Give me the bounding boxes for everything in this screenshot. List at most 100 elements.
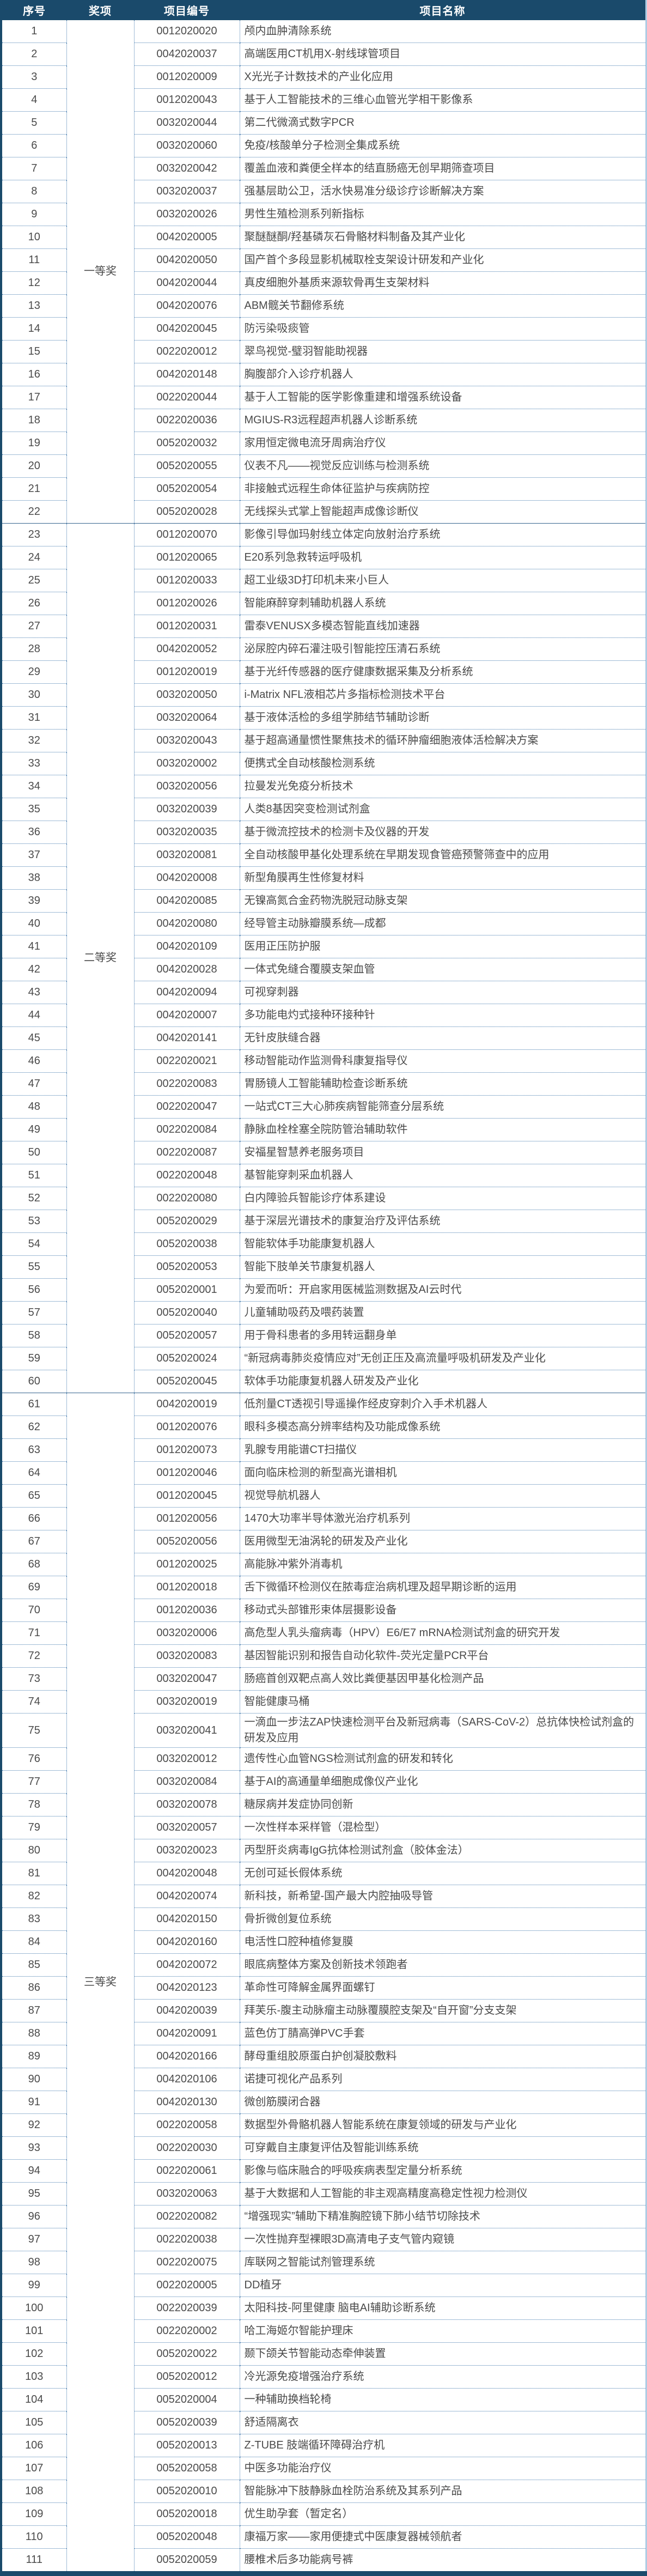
project-code-cell: 0042020106 (134, 2068, 240, 2091)
serial-number-cell: 13 (1, 294, 67, 318)
table-row: 43 0042020094 可视穿刺器 (1, 981, 646, 1004)
table-row: 35 0032020039 人类8基因突变检测试剂盒 (1, 798, 646, 821)
serial-number-cell: 106 (1, 2434, 67, 2457)
header-award: 奖项 (66, 0, 134, 20)
serial-number-cell: 104 (1, 2388, 67, 2411)
serial-number-cell: 47 (1, 1072, 67, 1096)
project-code-cell: 0052020045 (134, 1370, 240, 1393)
serial-number-cell: 79 (1, 1816, 67, 1839)
project-code-cell: 0032020006 (134, 1621, 240, 1645)
serial-number-cell: 76 (1, 1747, 67, 1771)
serial-number-cell: 83 (1, 1907, 67, 1931)
project-name-cell: 为爱而听：开启家用医械监测数据及AI云时代 (240, 1278, 646, 1302)
project-code-cell: 0012020019 (134, 660, 240, 684)
project-name-cell: 无镍高氮合金药物洗脱冠动脉支架 (240, 889, 646, 913)
project-name-cell: 眼科多模态高分辨率结构及功能成像系统 (240, 1415, 646, 1439)
project-name-cell: MGIUS-R3远程超声机器人诊断系统 (240, 409, 646, 432)
project-code-cell: 0022020012 (134, 340, 240, 363)
table-row: 98 0022020075 库联网之智能试剂管理系统 (1, 2251, 646, 2274)
serial-number-cell: 39 (1, 889, 67, 913)
project-code-cell: 0022020002 (134, 2319, 240, 2343)
project-code-cell: 0042020044 (134, 271, 240, 295)
project-name-cell: 第二代微滴式数字PCR (240, 111, 646, 135)
table-row: 95 0032020063 基于大数据和人工智能的非主观高精度高稳定性视力检测仪 (1, 2182, 646, 2206)
project-name-cell: 酵母重组胶原蛋白护创凝胶敷料 (240, 2045, 646, 2068)
serial-number-cell: 49 (1, 1118, 67, 1141)
project-name-cell: 诺捷可视化产品系列 (240, 2068, 646, 2091)
serial-number-cell: 94 (1, 2159, 67, 2183)
serial-number-cell: 9 (1, 203, 67, 226)
serial-number-cell: 11 (1, 248, 67, 272)
project-code-cell: 0052020056 (134, 1530, 240, 1553)
header-project-code: 项目编号 (134, 0, 240, 20)
project-code-cell: 0032020083 (134, 1644, 240, 1668)
project-code-cell: 0032020047 (134, 1667, 240, 1691)
serial-number-cell: 96 (1, 2205, 67, 2228)
project-code-cell: 0042020019 (134, 1393, 240, 1416)
table-row: 57 0052020040 儿童辅助吸药及喂药装置 (1, 1301, 646, 1325)
project-name-cell: 静脉血栓栓塞全院防管治辅助软件 (240, 1118, 646, 1141)
project-name-cell: DD植牙 (240, 2274, 646, 2297)
serial-number-cell: 75 (1, 1713, 67, 1748)
table-row: 31 0032020064 基于液体活检的多组学肺结节辅助诊断 (1, 706, 646, 730)
table-row: 55 0052020053 智能下肢单关节康复机器人 (1, 1255, 646, 1279)
table-row: 89 0042020166 酵母重组胶原蛋白护创凝胶敷料 (1, 2045, 646, 2068)
project-code-cell: 0032020057 (134, 1816, 240, 1839)
header-row: 序号 奖项 项目编号 项目名称 (1, 0, 646, 20)
project-code-cell: 0032020042 (134, 157, 240, 180)
table-row: 33 0032020002 便携式全自动核酸检测系统 (1, 752, 646, 775)
project-name-cell: 防污染吸痰管 (240, 317, 646, 341)
project-code-cell: 0052020012 (134, 2365, 240, 2389)
project-code-cell: 0012020043 (134, 88, 240, 112)
table-header: 序号 奖项 项目编号 项目名称 (1, 0, 646, 20)
project-code-cell: 0052020001 (134, 1278, 240, 1302)
project-name-cell: 高能脉冲紫外消毒机 (240, 1553, 646, 1576)
serial-number-cell: 63 (1, 1438, 67, 1462)
project-name-cell: 拜芙乐-腹主动脉瘤主动脉覆膜腔支架及“自开窗”分支支架 (240, 1999, 646, 2022)
table-row: 97 0022020038 一次性抛弃型裸眼3D高清电子支气管内窥镜 (1, 2228, 646, 2251)
table-row: 10 0042020005 聚醚醚酮/羟基磷灰石骨骼材料制备及其产业化 (1, 226, 646, 249)
serial-number-cell: 65 (1, 1484, 67, 1508)
project-code-cell: 0042020074 (134, 1885, 240, 1908)
project-name-cell: E20系列急救转运呼吸机 (240, 546, 646, 569)
table-row: 13 0042020076 ABM髋关节翻修系统 (1, 294, 646, 318)
serial-number-cell: 97 (1, 2228, 67, 2251)
project-name-cell: 真皮细胞外基质来源软骨再生支架材料 (240, 271, 646, 295)
project-name-cell: 无针皮肤缝合器 (240, 1026, 646, 1050)
project-code-cell: 0052020010 (134, 2480, 240, 2503)
project-name-cell: 可穿戴自主康复评估及智能训练系统 (240, 2136, 646, 2160)
table-row: 75 0032020041 一滴血一步法ZAP快速检测平台及新冠病毒（SARS-Co… (1, 1713, 646, 1748)
table-row: 64 0012020046 面向临床检测的新型高光谱相机 (1, 1461, 646, 1485)
serial-number-cell: 90 (1, 2068, 67, 2091)
table-row: 11 0042020050 国产首个多段显影机械取栓支架设计研发和产业化 (1, 248, 646, 272)
project-name-cell: 基于AI的高通量单细胞成像仪产业化 (240, 1770, 646, 1794)
serial-number-cell: 55 (1, 1255, 67, 1279)
serial-number-cell: 92 (1, 2113, 67, 2137)
award-group-cell: 一等奖 (66, 20, 135, 524)
project-code-cell: 0012020025 (134, 1553, 240, 1576)
project-name-cell: 经导管主动脉瓣膜系统—成都 (240, 912, 646, 935)
serial-number-cell: 30 (1, 683, 67, 707)
project-code-cell: 0022020075 (134, 2251, 240, 2274)
project-name-cell: 超工业级3D打印机未来小巨人 (240, 569, 646, 592)
serial-number-cell: 67 (1, 1530, 67, 1553)
table-row: 47 0022020083 胃肠镜人工智能辅助检查诊断系统 (1, 1072, 646, 1096)
table-row: 86 0042020123 革命性可降解金属界面螺钉 (1, 1976, 646, 2000)
project-code-cell: 0052020038 (134, 1232, 240, 1256)
table-row: 18 0022020036 MGIUS-R3远程超声机器人诊断系统 (1, 409, 646, 432)
serial-number-cell: 54 (1, 1232, 67, 1256)
header-serial: 序号 (1, 0, 66, 20)
project-code-cell: 0042020005 (134, 226, 240, 249)
serial-number-cell: 64 (1, 1461, 67, 1485)
project-code-cell: 0032020050 (134, 683, 240, 707)
table-row: 49 0022020084 静脉血栓栓塞全院防管治辅助软件 (1, 1118, 646, 1141)
project-name-cell: 舒适隔离衣 (240, 2411, 646, 2434)
serial-number-cell: 17 (1, 386, 67, 409)
project-code-cell: 0012020009 (134, 65, 240, 89)
project-code-cell: 0052020055 (134, 454, 240, 478)
project-name-cell: 眼底病整体方案及创新技术领跑者 (240, 1953, 646, 1977)
serial-number-cell: 27 (1, 615, 67, 638)
project-name-cell: 国产首个多段显影机械取栓支架设计研发和产业化 (240, 248, 646, 272)
project-code-cell: 0052020054 (134, 477, 240, 501)
table-row: 51 0022020048 基智能穿刺采血机器人 (1, 1164, 646, 1187)
